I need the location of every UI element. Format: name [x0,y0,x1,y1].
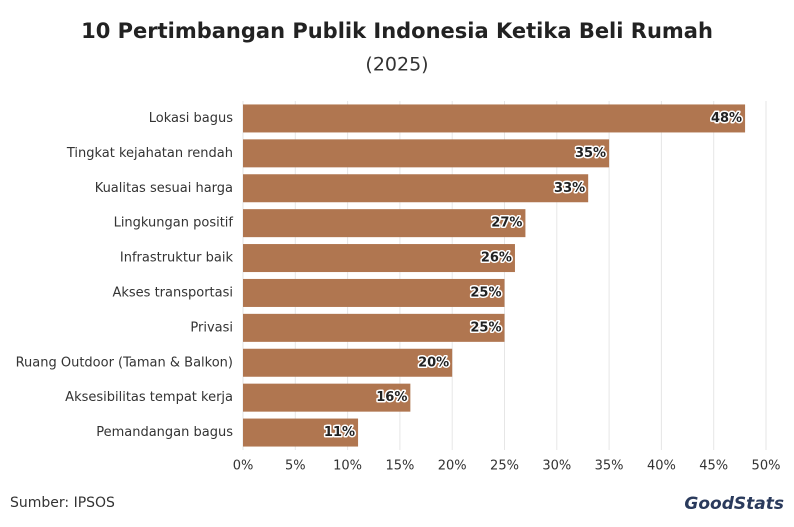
chart-title: 10 Pertimbangan Publik Indonesia Ketika … [81,19,713,43]
x-tick-label: 15% [385,459,414,474]
data-label: 33% [554,181,585,196]
y-tick-label: Aksesibilitas tempat kerja [65,390,233,405]
bar [243,348,453,377]
y-tick-label: Lingkungan positif [114,216,234,231]
data-label: 27% [491,216,522,231]
x-tick-label: 35% [595,459,624,474]
x-tick-label: 40% [647,459,676,474]
x-tick-label: 0% [233,459,254,474]
data-label: 35% [575,146,606,161]
source: Sumber: IPSOS [10,495,115,511]
bar [243,104,746,133]
x-tick-label: 5% [285,459,306,474]
logo: GoodStats [684,494,784,514]
y-tick-label: Infrastruktur baik [120,251,234,266]
y-tick-label: Privasi [190,320,233,335]
bar [243,244,515,273]
bar [243,209,526,238]
data-label: 25% [470,285,501,300]
chart-subtitle: (2025) [365,54,428,76]
data-label: 25% [470,320,501,335]
y-tick-label: Lokasi bagus [149,111,233,126]
x-tick-label: 30% [542,459,571,474]
bar [243,383,411,412]
bar [243,278,505,307]
data-label: 26% [481,251,512,266]
data-label: 16% [376,390,407,405]
x-tick-label: 20% [438,459,467,474]
bar [243,174,589,203]
bar [243,313,505,342]
data-label: 20% [418,355,449,370]
y-tick-label: Kualitas sesuai harga [95,181,233,196]
data-label: 11% [324,425,355,440]
x-tick-label: 50% [752,459,781,474]
y-tick-label: Pemandangan bagus [96,425,233,440]
data-label: 48% [711,111,742,126]
x-tick-label: 45% [699,459,728,474]
bar [243,139,610,168]
bar [243,418,359,447]
y-tick-label: Tingkat kejahatan rendah [66,146,233,161]
y-tick-label: Ruang Outdoor (Taman & Balkon) [16,355,233,370]
x-tick-label: 25% [490,459,519,474]
y-tick-label: Akses transportasi [112,285,233,300]
x-tick-label: 10% [333,459,362,474]
